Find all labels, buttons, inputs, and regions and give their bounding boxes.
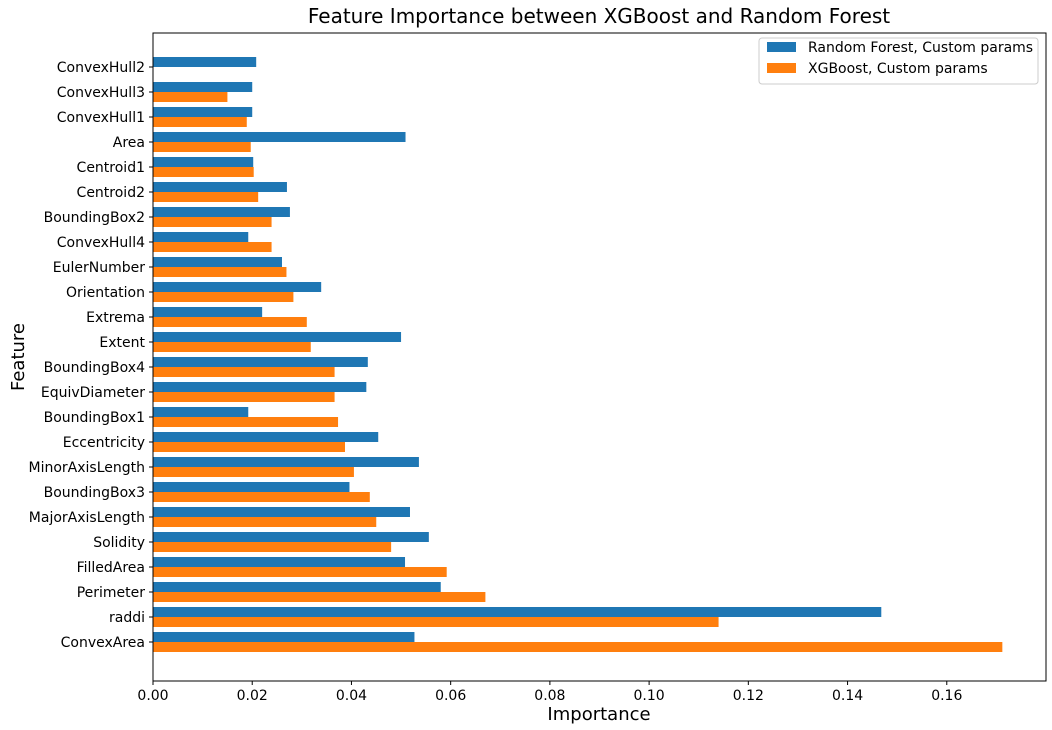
bar-xgboost-boundingbox4 (153, 367, 335, 377)
bar-xgboost-equivdiameter (153, 392, 335, 402)
x-axis-title: Importance (547, 704, 650, 725)
legend-label-xgboost: XGBoost, Custom params (808, 61, 988, 77)
x-tick-label: 0.14 (832, 688, 863, 704)
bar-xgboost-solidity (153, 542, 392, 552)
bar-xgboost-boundingbox1 (153, 417, 339, 427)
x-tick-label: 0.08 (534, 688, 565, 704)
y-tick-label-raddi: raddi (109, 610, 145, 626)
y-tick-label-extrema: Extrema (86, 310, 145, 326)
x-tick-label: 0.10 (634, 688, 665, 704)
bar-xgboost-eccentricity (153, 442, 345, 452)
bar-xgboost-convexhull1 (153, 117, 247, 127)
bar-xgboost-convexhull4 (153, 242, 272, 252)
bar-xgboost-centroid1 (153, 167, 254, 177)
legend-box (758, 37, 1039, 85)
y-tick-label-eccentricity: Eccentricity (63, 435, 145, 451)
bar-random-forest-orientation (153, 282, 322, 292)
bar-xgboost-perimeter (153, 592, 486, 602)
y-tick-label-filledarea: FilledArea (77, 560, 145, 576)
x-tick-label: 0.06 (435, 688, 466, 704)
y-tick-label-centroid2: Centroid2 (77, 185, 145, 201)
bar-random-forest-eccentricity (153, 432, 379, 442)
y-tick-label-extent: Extent (99, 335, 145, 351)
bar-random-forest-equivdiameter (153, 382, 367, 392)
bar-random-forest-minoraxislength (153, 457, 419, 467)
y-tick-label-minoraxislength: MinorAxisLength (29, 460, 146, 476)
legend-swatch-random-forest (767, 42, 796, 52)
y-tick-label-convexhull1: ConvexHull1 (57, 110, 145, 126)
bar-random-forest-boundingbox1 (153, 407, 249, 417)
legend-label-random-forest: Random Forest, Custom params (808, 40, 1033, 56)
bar-random-forest-convexarea (153, 632, 415, 642)
bar-xgboost-orientation (153, 292, 294, 302)
bar-xgboost-centroid2 (153, 192, 259, 202)
y-tick-label-majoraxislength: MajorAxisLength (29, 510, 145, 526)
y-tick-label-solidity: Solidity (93, 535, 145, 551)
y-tick-label-orientation: Orientation (66, 285, 145, 301)
legend-swatch-xgboost (767, 63, 796, 73)
y-tick-label-area: Area (113, 135, 145, 151)
bar-xgboost-convexarea (153, 642, 1003, 652)
bar-xgboost-filledarea (153, 567, 447, 577)
bar-xgboost-extent (153, 342, 311, 352)
x-axis-ticks: 0.00 0.02 0.04 0.06 0.08 0.10 0.12 0.14 0.16 (137, 681, 962, 704)
y-tick-label-equivdiameter: EquivDiameter (41, 385, 145, 401)
bar-xgboost-convexhull3 (153, 92, 228, 102)
y-tick-label-boundingbox3: BoundingBox3 (44, 485, 145, 501)
bar-random-forest-solidity (153, 532, 429, 542)
bar-random-forest-boundingbox4 (153, 357, 368, 367)
bar-random-forest-filledarea (153, 557, 406, 567)
bar-random-forest-convexhull1 (153, 107, 253, 117)
bar-random-forest-convexhull3 (153, 82, 253, 92)
bars-group (153, 57, 1003, 652)
bar-xgboost-majoraxislength (153, 517, 377, 527)
y-tick-label-convexarea: ConvexArea (61, 635, 145, 651)
bar-random-forest-boundingbox3 (153, 482, 350, 492)
y-tick-label-convexhull4: ConvexHull4 (57, 235, 145, 251)
bar-xgboost-area (153, 142, 251, 152)
x-tick-label: 0.00 (137, 688, 168, 704)
x-tick-label: 0.16 (931, 688, 962, 704)
bar-random-forest-perimeter (153, 582, 441, 592)
bar-random-forest-majoraxislength (153, 507, 410, 517)
bar-xgboost-extrema (153, 317, 307, 327)
bar-random-forest-convexhull2 (153, 57, 257, 67)
bar-random-forest-extent (153, 332, 402, 342)
bar-xgboost-minoraxislength (153, 467, 354, 477)
bar-xgboost-raddi (153, 617, 719, 627)
bar-xgboost-boundingbox3 (153, 492, 370, 502)
y-tick-label-boundingbox4: BoundingBox4 (44, 360, 145, 376)
bar-xgboost-eulernumber (153, 267, 287, 277)
plot-frame (152, 32, 1047, 682)
bar-random-forest-extrema (153, 307, 263, 317)
y-tick-label-boundingbox1: BoundingBox1 (44, 410, 145, 426)
bar-random-forest-centroid2 (153, 182, 287, 192)
bar-random-forest-convexhull4 (153, 232, 249, 242)
legend: Random Forest, Custom params XGBoost, Cu… (758, 37, 1039, 85)
y-tick-label-boundingbox2: BoundingBox2 (44, 210, 145, 226)
x-tick-label: 0.12 (733, 688, 764, 704)
bar-random-forest-eulernumber (153, 257, 282, 267)
chart-title: Feature Importance between XGBoost and R… (308, 4, 890, 28)
y-tick-label-perimeter: Perimeter (77, 585, 146, 601)
y-tick-label-convexhull2: ConvexHull2 (57, 60, 145, 76)
bar-xgboost-boundingbox2 (153, 217, 272, 227)
bar-random-forest-centroid1 (153, 157, 254, 167)
y-tick-label-centroid1: Centroid1 (77, 160, 145, 176)
x-tick-label: 0.02 (237, 688, 268, 704)
y-tick-label-convexhull3: ConvexHull3 (57, 85, 145, 101)
bar-random-forest-raddi (153, 607, 882, 617)
bar-random-forest-boundingbox2 (153, 207, 290, 217)
y-axis-title: Feature (8, 323, 29, 391)
bar-random-forest-area (153, 132, 406, 142)
x-tick-label: 0.04 (336, 688, 367, 704)
y-tick-label-eulernumber: EulerNumber (53, 260, 145, 276)
y-axis-ticks: ConvexArea raddi Perimeter FilledArea Solidi… (29, 60, 153, 651)
